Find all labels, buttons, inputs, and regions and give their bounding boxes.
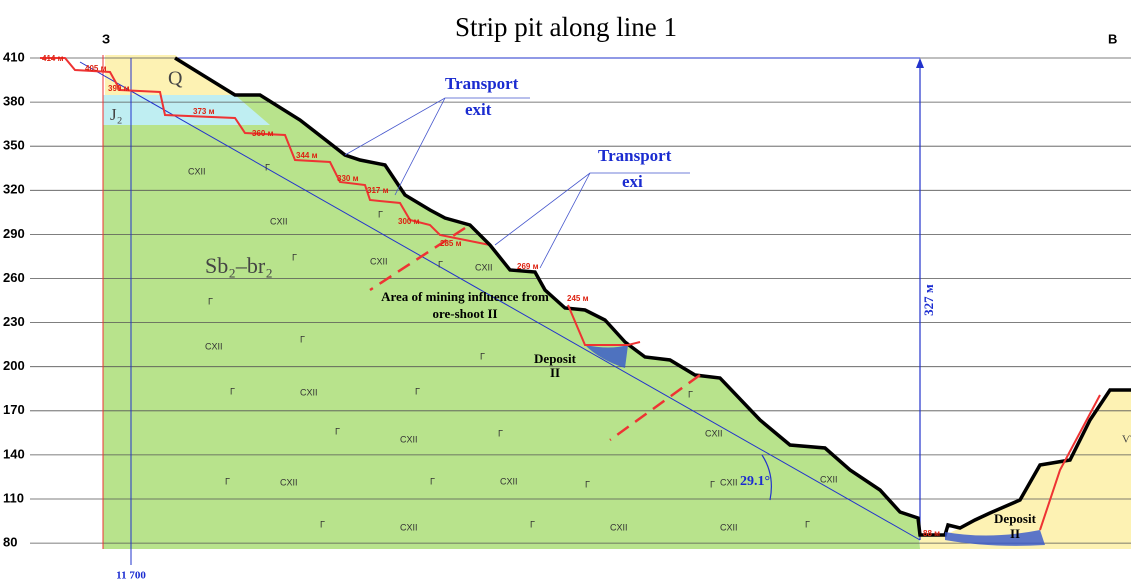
rock-symbol: CXII bbox=[610, 522, 628, 532]
rock-symbol: CXII bbox=[280, 477, 298, 487]
rock-symbol: Г bbox=[225, 476, 230, 486]
rock-symbol: Г bbox=[292, 252, 297, 262]
rock-symbol: Г bbox=[208, 296, 213, 306]
level-label: 320 bbox=[3, 182, 25, 197]
level-label: 260 bbox=[3, 270, 25, 285]
rock-symbol: Г bbox=[710, 479, 715, 489]
corner-label: В bbox=[1108, 31, 1117, 46]
bench-label: 360 м bbox=[252, 129, 274, 138]
bench-label: 373 м bbox=[193, 107, 215, 116]
rock-symbol: CXII bbox=[400, 522, 418, 532]
bench-label: 245 м bbox=[567, 294, 589, 303]
rock-symbol: CXII bbox=[205, 341, 223, 351]
bench-label: 300 м bbox=[398, 217, 420, 226]
section: Strip pit along line 1 410 380 350 320 290 26… bbox=[0, 0, 1131, 586]
rock-symbol: Г bbox=[430, 476, 435, 486]
bench-label: 390 м bbox=[108, 84, 130, 93]
rock-symbol: CXII bbox=[720, 477, 738, 487]
rock-symbol: Г bbox=[805, 519, 810, 529]
rock-symbol: Г bbox=[415, 386, 420, 396]
level-label: 410 bbox=[3, 49, 25, 64]
rock-symbol: CXII bbox=[188, 166, 206, 176]
level-label: 140 bbox=[3, 446, 25, 461]
rock-symbol: CXII bbox=[720, 522, 738, 532]
callout-text: Transport bbox=[598, 146, 672, 165]
deposit-label: Deposit bbox=[534, 351, 577, 366]
angle-label: 29.1° bbox=[740, 474, 770, 489]
level-label: 290 bbox=[3, 226, 25, 241]
bench-label: 330 м bbox=[337, 174, 359, 183]
rock-symbol: Г bbox=[378, 209, 383, 219]
rock-symbol: CXII bbox=[300, 387, 318, 397]
level-label: 170 bbox=[3, 402, 25, 417]
rock-symbol: CXII bbox=[500, 476, 518, 486]
rock-symbol: CXII bbox=[270, 216, 288, 226]
picket-label: 11 700 bbox=[116, 570, 146, 582]
rock-symbol: Г bbox=[320, 519, 325, 529]
callout-text: Transport bbox=[445, 74, 519, 93]
unit-label: ѴѴ bbox=[1122, 434, 1131, 446]
bench-label: 285 м bbox=[440, 239, 462, 248]
rock-symbol: CXII bbox=[820, 474, 838, 484]
unit-label: Q bbox=[168, 68, 183, 90]
depth-label: 327 м bbox=[921, 284, 936, 316]
bench-label: 344 м bbox=[296, 151, 318, 160]
rock-symbol: Г bbox=[230, 386, 235, 396]
bench-label: 88 м bbox=[923, 529, 940, 538]
level-label: 80 bbox=[3, 535, 17, 550]
rock-symbol: Г bbox=[585, 479, 590, 489]
bench-label: 405 м bbox=[85, 64, 107, 73]
bench-label: 414 м bbox=[42, 54, 64, 63]
level-label: 200 bbox=[3, 358, 25, 373]
rock-symbol: CXII bbox=[475, 262, 493, 272]
callout-text: exi bbox=[622, 172, 643, 191]
level-label: 350 bbox=[3, 138, 25, 153]
note-text: Area of mining influence from bbox=[381, 289, 549, 304]
bench-label: 317 м bbox=[367, 186, 389, 195]
bench-label: 269 м bbox=[517, 262, 539, 271]
rock-symbol: Г bbox=[335, 426, 340, 436]
rock-symbol: CXII bbox=[370, 256, 388, 266]
rock-symbol: Г bbox=[438, 259, 443, 269]
rock-symbol: Г bbox=[265, 162, 270, 172]
level-label: 380 bbox=[3, 94, 25, 109]
unit-label: Sb₂–br₂ bbox=[205, 253, 273, 278]
level-label: 230 bbox=[3, 314, 25, 329]
rock-symbol: CXII bbox=[400, 434, 418, 444]
rock-symbol: Г bbox=[530, 519, 535, 529]
corner-label: З bbox=[102, 31, 110, 46]
rock-symbol: Г bbox=[688, 389, 693, 399]
unit-label: J₂ bbox=[110, 105, 123, 124]
arrow bbox=[916, 58, 924, 68]
deposit-label: II bbox=[550, 365, 560, 380]
level-label: 110 bbox=[3, 490, 24, 505]
rock-symbol: Г bbox=[300, 334, 305, 344]
deposit-label: Deposit bbox=[994, 511, 1037, 526]
rock-symbol: Г bbox=[498, 428, 503, 438]
title: Strip pit along line 1 bbox=[455, 12, 677, 42]
deposit-label: II bbox=[1010, 526, 1020, 541]
rock-symbol: CXII bbox=[705, 428, 723, 438]
note-text: ore-shoot II bbox=[432, 306, 497, 321]
rock-symbol: Г bbox=[480, 351, 485, 361]
callout-text: exit bbox=[465, 100, 492, 119]
